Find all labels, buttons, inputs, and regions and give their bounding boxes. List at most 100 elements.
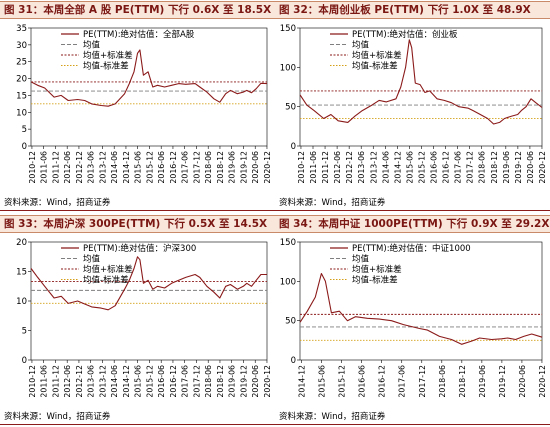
source-note: 资料来源：Wind，招商证券	[4, 412, 111, 422]
x-tick-label: 2018-06	[438, 365, 447, 398]
chart-panel: 图 32：本周创业板 PE(TTM) 下行 1.0X 至 48.9X 0 50 10…	[275, 0, 550, 213]
legend-pe-label: PE(TTM):绝对估值：沪深300	[83, 243, 196, 254]
y-tick-label: 15	[16, 91, 27, 101]
y-tick-label: 50	[285, 103, 296, 113]
x-tick-label: 2013-12	[98, 151, 107, 184]
x-tick-label: 2011-06	[40, 151, 49, 184]
x-tick-label: 2016-06	[430, 151, 439, 184]
y-tick-label: 5	[22, 125, 27, 135]
y-tick-label: 100	[280, 63, 296, 73]
legend-plus-sd-label: 均值+标准差	[352, 50, 402, 61]
x-tick-label: 2016-12	[169, 365, 178, 398]
x-tick-label: 2015-06	[405, 151, 414, 184]
x-tick-label: 2018-06	[204, 365, 213, 398]
x-tick-label: 2020-12	[538, 151, 547, 184]
x-tick-label: 2018-06	[204, 151, 213, 184]
x-tick-label: 2020-12	[538, 365, 547, 398]
x-tick-label: 2012-12	[345, 151, 354, 184]
y-tick-label: 35	[16, 24, 27, 34]
x-tick-label: 2011-12	[321, 151, 330, 184]
figure-caption: 图 32：本周创业板 PE(TTM) 下行 1.0X 至 48.9X	[275, 1, 550, 19]
figure-title: 本周中证 1000PE(TTM) 下行 0.9X 至 29.2X	[318, 218, 550, 230]
source-note: 资料来源：Wind，招商证券	[4, 198, 111, 208]
legend-minus-sd-label: 均值-标准差	[352, 61, 398, 72]
x-tick-label: 2014-12	[122, 151, 131, 184]
y-tick-label: 20	[16, 238, 27, 248]
legend-minus-sd-label: 均值-标准差	[352, 275, 398, 286]
x-tick-label: 2020-06	[251, 151, 260, 184]
figure-title: 本周沪深 300PE(TTM) 下行 0.5X 至 14.5X	[43, 218, 268, 230]
x-tick-label: 2013-06	[357, 151, 366, 184]
x-tick-label: 2016-06	[358, 365, 367, 398]
legend-plus-sd-label: 均值+标准差	[83, 264, 133, 275]
pe-series-line	[30, 49, 268, 107]
x-tick-label: 2015-12	[145, 365, 154, 398]
y-tick-label: 15	[16, 268, 27, 278]
pe-series-line	[299, 39, 543, 125]
legend-minus-sd-label: 均值-标准差	[83, 275, 129, 286]
x-tick-label: 2016-12	[378, 365, 387, 398]
divider	[275, 424, 550, 425]
x-tick-label: 2020-06	[251, 365, 260, 398]
x-tick-label: 2019-12	[239, 365, 248, 398]
x-tick-label: 2020-06	[526, 151, 535, 184]
x-tick-label: 2011-12	[51, 365, 60, 398]
figure-caption: 图 31：本周全部 A 股 PE(TTM) 下行 0.6X 至 18.5X	[0, 1, 275, 19]
x-tick-label: 2013-06	[87, 151, 96, 184]
legend-pe-label: PE(TTM):绝对估值：全部A股	[83, 29, 195, 40]
x-tick-label: 2020-12	[263, 151, 272, 184]
x-tick-label: 2018-06	[478, 151, 487, 184]
y-tick-label: 30	[16, 41, 27, 51]
figure-number: 图 33：	[4, 218, 44, 230]
x-tick-label: 2010-12	[28, 151, 37, 184]
legend-minus-sd-label: 均值-标准差	[83, 61, 129, 72]
x-tick-label: 2018-12	[490, 151, 499, 184]
y-tick-label: 100	[280, 277, 296, 287]
y-tick-label: 5	[22, 327, 27, 337]
x-tick-label: 2019-06	[228, 365, 237, 398]
x-tick-label: 2015-06	[134, 365, 143, 398]
chart-panel: 图 31：本周全部 A 股 PE(TTM) 下行 0.6X 至 18.5X 0 5…	[0, 0, 275, 213]
legend-mean-label: 均值	[83, 40, 101, 51]
x-tick-label: 2014-06	[110, 365, 119, 398]
figure-title: 本周创业板 PE(TTM) 下行 1.0X 至 48.9X	[318, 4, 531, 16]
y-tick-label: 0	[291, 142, 296, 152]
x-tick-label: 2019-12	[239, 151, 248, 184]
x-tick-label: 2014-12	[393, 151, 402, 184]
y-tick-label: 0	[22, 356, 27, 366]
y-tick-label: 10	[16, 297, 27, 307]
x-tick-label: 2012-06	[63, 365, 72, 398]
x-tick-label: 2017-06	[181, 151, 190, 184]
figure-caption: 图 34：本周中证 1000PE(TTM) 下行 0.9X 至 29.2X	[275, 215, 550, 233]
legend-mean-label: 均值	[352, 254, 370, 265]
x-tick-label: 2019-06	[478, 365, 487, 398]
x-tick-label: 2015-12	[417, 151, 426, 184]
plot-frame	[30, 27, 268, 147]
x-tick-label: 2011-12	[51, 151, 60, 184]
x-tick-label: 2017-06	[454, 151, 463, 184]
legend-mean-label: 均值	[352, 40, 370, 51]
y-tick-label: 20	[16, 75, 27, 85]
x-tick-label: 2014-12	[298, 365, 307, 398]
x-tick-label: 2012-06	[63, 151, 72, 184]
line-chart: 0 50 100 150 2014-12 2015-06 2015-12 2016-06 201…	[280, 238, 547, 398]
source-note: 资料来源：Wind，招商证券	[279, 198, 386, 208]
legend-plus-sd-label: 均值+标准差	[352, 264, 402, 275]
legend-plus-sd-label: 均值+标准差	[83, 50, 133, 61]
x-tick-label: 2014-06	[381, 151, 390, 184]
divider	[0, 424, 275, 425]
line-chart: 0 5 10 15 20 2010-12 2011-06 2011-12 2012-06 2012…	[16, 238, 272, 398]
x-tick-label: 2019-12	[514, 151, 523, 184]
legend-pe-label: PE(TTM):绝对估值：创业板	[352, 29, 458, 40]
x-tick-label: 2011-06	[309, 151, 318, 184]
x-tick-label: 2017-12	[192, 151, 201, 184]
legend-mean-label: 均值	[83, 254, 101, 265]
x-tick-label: 2015-06	[318, 365, 327, 398]
x-tick-label: 2016-06	[157, 151, 166, 184]
figure-number: 图 32：	[279, 4, 319, 16]
pe-series-line	[299, 272, 543, 345]
x-tick-label: 2013-12	[98, 365, 107, 398]
x-tick-label: 2010-12	[297, 151, 306, 184]
y-tick-label: 0	[22, 142, 27, 152]
